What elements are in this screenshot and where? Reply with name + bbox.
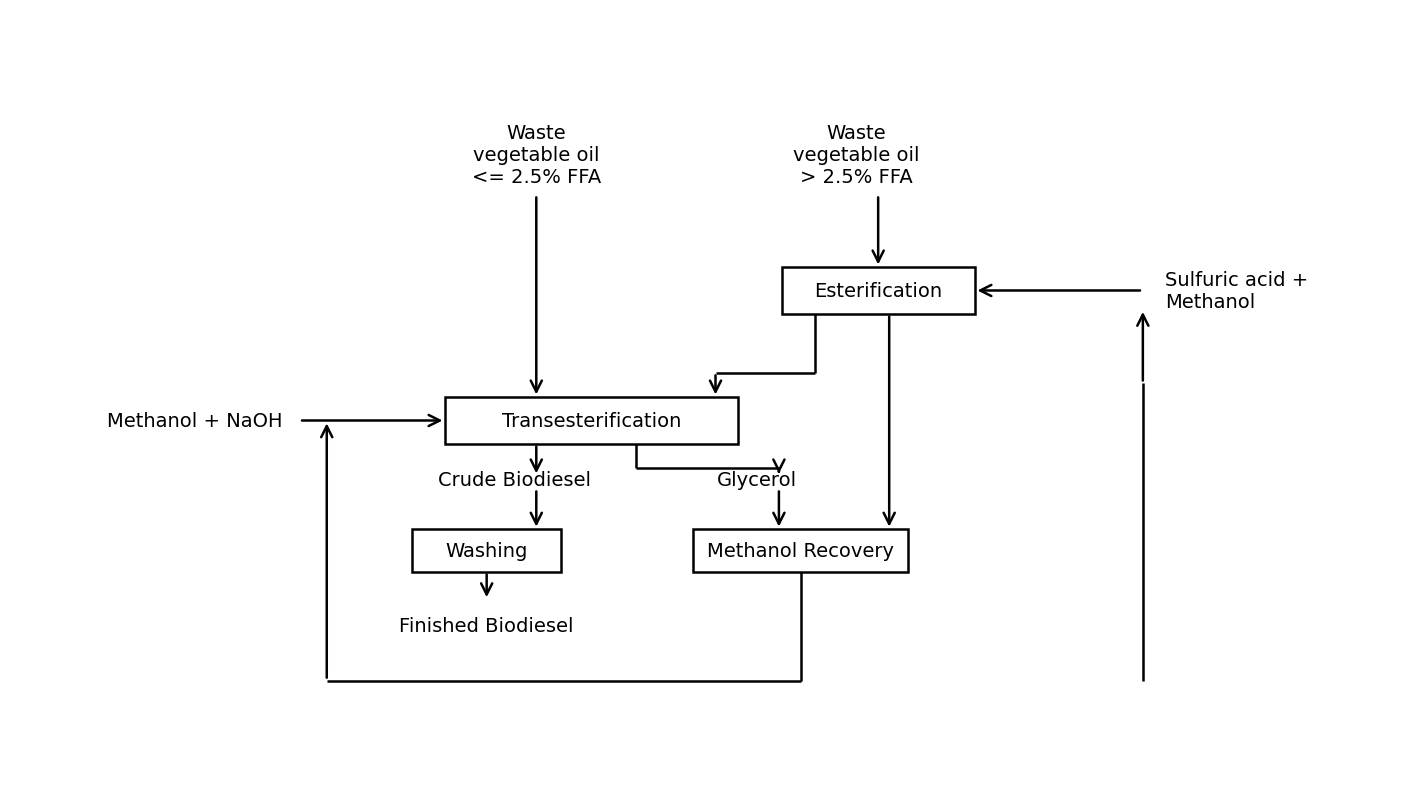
FancyBboxPatch shape — [781, 268, 975, 314]
Text: Waste
vegetable oil
<= 2.5% FFA: Waste vegetable oil <= 2.5% FFA — [471, 124, 601, 187]
Text: Methanol Recovery: Methanol Recovery — [707, 541, 895, 560]
FancyBboxPatch shape — [693, 530, 908, 572]
Text: Waste
vegetable oil
> 2.5% FFA: Waste vegetable oil > 2.5% FFA — [793, 124, 919, 187]
Text: Finished Biodiesel: Finished Biodiesel — [400, 616, 573, 634]
Text: Methanol + NaOH: Methanol + NaOH — [107, 411, 283, 430]
Text: Sulfuric acid +
Methanol: Sulfuric acid + Methanol — [1165, 271, 1308, 312]
Text: Esterification: Esterification — [814, 282, 942, 300]
FancyBboxPatch shape — [413, 530, 561, 572]
FancyBboxPatch shape — [445, 397, 737, 444]
Text: Transesterification: Transesterification — [502, 411, 682, 430]
Text: Washing: Washing — [445, 541, 528, 560]
Text: Crude Biodiesel: Crude Biodiesel — [438, 471, 591, 489]
Text: Glycerol: Glycerol — [717, 471, 797, 489]
